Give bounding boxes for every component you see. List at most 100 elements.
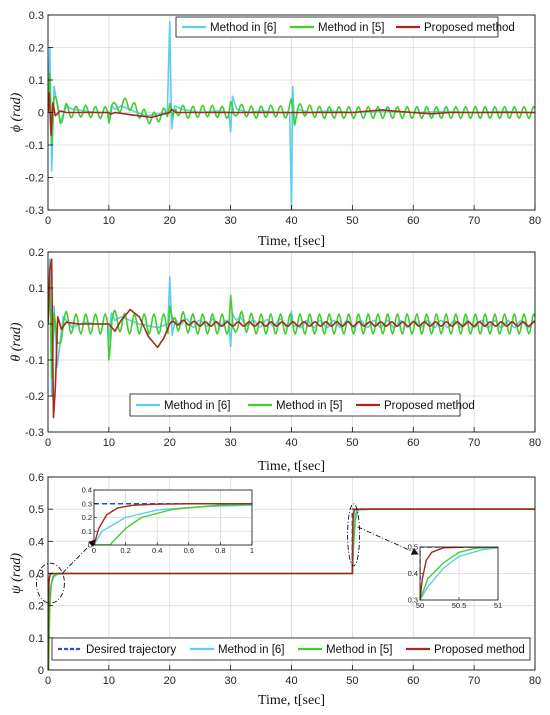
y-axis-label: ϕ (rad) — [9, 92, 24, 132]
inset-y-tick-label: 0.1 — [82, 527, 92, 536]
y-tick-label: 0.2 — [29, 247, 44, 259]
x-tick-label: 0 — [45, 437, 51, 449]
inset-x-tick-label: 0 — [92, 546, 96, 555]
inset-x-tick-label: 51 — [494, 601, 502, 610]
inset-y-tick-label: 0 — [88, 541, 92, 550]
zoom-ellipse-2 — [347, 503, 361, 567]
y-tick-label: 0 — [38, 319, 44, 331]
x-tick-label: 20 — [164, 675, 176, 687]
x-tick-label: 80 — [529, 215, 541, 227]
zoom-inset-1: 0 0.2 0.4 0.6 0.8 1 0 0.1 0.2 0.3 0.4 — [82, 486, 255, 556]
y-tick-label: 0.2 — [29, 601, 44, 613]
y-tick-label: 0.1 — [29, 75, 44, 87]
x-tick-label: 50 — [346, 437, 358, 449]
x-tick-label: 30 — [225, 437, 237, 449]
y-tick-label: 0 — [38, 108, 44, 120]
inset-y-tick-label: 0.4 — [408, 569, 418, 578]
x-tick-label: 50 — [346, 675, 358, 687]
x-axis-label: Time, t[sec] — [258, 693, 325, 708]
x-tick-label: 30 — [225, 675, 237, 687]
zoom-inset-2: 50 50.5 51 0.3 0.4 0.5 — [408, 543, 503, 611]
y-axis-label: θ (rad) — [9, 322, 24, 361]
legend-entry: Proposed method — [384, 400, 475, 412]
legend-box — [51, 637, 531, 661]
y-axis-label: ψ (rad) — [9, 553, 24, 594]
y-tick-label: -0.3 — [25, 205, 44, 217]
y-tick-label: 0.1 — [29, 283, 44, 295]
legend-entry: Method in [5] — [276, 400, 342, 412]
inset-y-tick-label: 0.5 — [408, 543, 418, 552]
inset-y-tick-label: 0.3 — [82, 499, 92, 508]
y-tick-label: 0 — [38, 665, 44, 677]
series-line-m5 — [420, 547, 498, 600]
legend-box — [129, 393, 461, 417]
legend-entry: Method in [6] — [210, 22, 276, 34]
legend-entry: Proposed method — [424, 22, 515, 34]
series-line-proposed — [94, 503, 252, 545]
legend-entry: Proposed method — [434, 644, 525, 656]
x-axis-label: Time, t[sec] — [258, 234, 325, 249]
y-tick-label: -0.1 — [25, 355, 44, 367]
x-tick-label: 10 — [103, 437, 115, 449]
inset-x-tick-label: 50 — [416, 601, 424, 610]
chart-panel-1: 0 10 20 30 40 50 60 70 80 -0.3 -0.2 -0.1 0 0.1 0.2 0.3 ϕ… — [9, 10, 541, 249]
inset-x-tick-label: 0.4 — [152, 546, 162, 555]
y-tick-label: 0.4 — [29, 536, 44, 548]
y-tick-label: 0.6 — [29, 472, 44, 484]
inset-x-tick-label: 0.6 — [184, 546, 194, 555]
y-tick-label: 0.3 — [29, 10, 44, 22]
x-tick-label: 10 — [103, 215, 115, 227]
x-tick-label: 40 — [285, 215, 297, 227]
x-tick-label: 60 — [407, 675, 419, 687]
zoom-ellipse-1 — [35, 562, 65, 604]
x-tick-label: 60 — [407, 437, 419, 449]
series-line-m5 — [94, 503, 252, 545]
x-tick-label: 60 — [407, 215, 419, 227]
series-line-proposed — [48, 92, 535, 137]
inset-x-tick-label: 50.5 — [452, 601, 467, 610]
x-tick-label: 70 — [468, 215, 480, 227]
inset-y-tick-label: 0.4 — [82, 486, 92, 495]
x-tick-label: 80 — [529, 437, 541, 449]
x-tick-label: 10 — [103, 675, 115, 687]
x-axis-label: Time, t[sec] — [258, 459, 325, 474]
legend-entry: Method in [6] — [218, 644, 284, 656]
inset-y-tick-label: 0.3 — [408, 596, 418, 605]
legend-entry: Desired trajectory — [86, 644, 176, 656]
y-tick-label: 0.5 — [29, 504, 44, 516]
inset-x-tick-label: 1 — [250, 546, 254, 555]
series-line-proposed — [48, 508, 535, 670]
x-tick-label: 40 — [285, 437, 297, 449]
y-tick-label: 0.1 — [29, 633, 44, 645]
y-tick-label: -0.2 — [25, 391, 44, 403]
x-tick-label: 70 — [468, 437, 480, 449]
x-tick-label: 70 — [468, 675, 480, 687]
series-line-m5 — [48, 72, 535, 146]
x-tick-label: 0 — [45, 675, 51, 687]
x-tick-label: 30 — [225, 215, 237, 227]
x-tick-label: 40 — [285, 675, 297, 687]
inset-x-tick-label: 0.2 — [120, 546, 130, 555]
legend-entry: Method in [5] — [326, 644, 392, 656]
y-tick-label: 0.3 — [29, 569, 44, 581]
y-tick-label: -0.1 — [25, 140, 44, 152]
y-tick-label: -0.3 — [25, 427, 44, 439]
y-tick-label: -0.2 — [25, 173, 44, 185]
zoom-arrow-1 — [62, 539, 96, 574]
x-tick-label: 20 — [164, 215, 176, 227]
inset-x-tick-label: 0.8 — [215, 546, 225, 555]
inset-y-tick-label: 0.2 — [82, 513, 92, 522]
zoom-arrow-2 — [357, 526, 419, 555]
series-line-proposed — [48, 258, 535, 419]
chart-panel-2: 0 10 20 30 40 50 60 70 80 -0.3 -0.2 -0.1 0 0.1 0.2 θ (r… — [9, 247, 541, 474]
legend-entry: Method in [6] — [164, 400, 230, 412]
x-tick-label: 50 — [346, 215, 358, 227]
series-line-m6 — [420, 547, 498, 600]
y-tick-label: 0.2 — [29, 43, 44, 55]
legend-entry: Method in [5] — [318, 22, 384, 34]
x-tick-label: 20 — [164, 437, 176, 449]
x-tick-label: 80 — [529, 675, 541, 687]
series-line-m6 — [94, 504, 252, 545]
